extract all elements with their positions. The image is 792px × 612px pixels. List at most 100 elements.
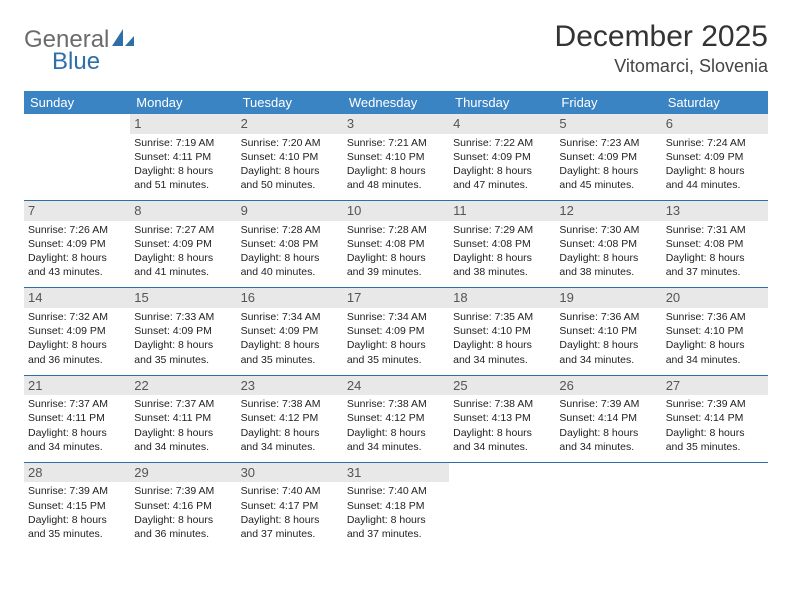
- sunset-line: Sunset: 4:15 PM: [28, 499, 126, 513]
- sunrise-line: Sunrise: 7:21 AM: [347, 136, 445, 150]
- daylight-line-1: Daylight: 8 hours: [28, 338, 126, 352]
- sunrise-line: Sunrise: 7:26 AM: [28, 223, 126, 237]
- daylight-line-1: Daylight: 8 hours: [28, 426, 126, 440]
- sunrise-line: Sunrise: 7:24 AM: [666, 136, 764, 150]
- daylight-line-2: and 34 minutes.: [559, 440, 657, 454]
- sunrise-line: Sunrise: 7:34 AM: [241, 310, 339, 324]
- day-number: 6: [662, 114, 768, 134]
- day-number: 9: [237, 201, 343, 221]
- sunset-line: Sunset: 4:13 PM: [453, 411, 551, 425]
- daylight-line-2: and 34 minutes.: [28, 440, 126, 454]
- daylight-line-1: Daylight: 8 hours: [347, 426, 445, 440]
- day-cell: 27Sunrise: 7:39 AMSunset: 4:14 PMDayligh…: [662, 375, 768, 462]
- sunset-line: Sunset: 4:10 PM: [347, 150, 445, 164]
- day-number: 25: [449, 376, 555, 396]
- sunrise-line: Sunrise: 7:35 AM: [453, 310, 551, 324]
- day-cell: 29Sunrise: 7:39 AMSunset: 4:16 PMDayligh…: [130, 462, 236, 549]
- sunset-line: Sunset: 4:08 PM: [241, 237, 339, 251]
- week-row: 7Sunrise: 7:26 AMSunset: 4:09 PMDaylight…: [24, 201, 768, 288]
- day-number: 24: [343, 376, 449, 396]
- day-cell: 5Sunrise: 7:23 AMSunset: 4:09 PMDaylight…: [555, 114, 661, 201]
- daylight-line-2: and 35 minutes.: [666, 440, 764, 454]
- daylight-line-2: and 38 minutes.: [453, 265, 551, 279]
- sunrise-line: Sunrise: 7:20 AM: [241, 136, 339, 150]
- daylight-line-1: Daylight: 8 hours: [453, 426, 551, 440]
- sunrise-line: Sunrise: 7:39 AM: [28, 484, 126, 498]
- dow-header: Friday: [555, 91, 661, 114]
- sunrise-line: Sunrise: 7:40 AM: [347, 484, 445, 498]
- day-cell: 10Sunrise: 7:28 AMSunset: 4:08 PMDayligh…: [343, 201, 449, 288]
- sunrise-line: Sunrise: 7:38 AM: [453, 397, 551, 411]
- week-row: 21Sunrise: 7:37 AMSunset: 4:11 PMDayligh…: [24, 375, 768, 462]
- daylight-line-2: and 35 minutes.: [347, 353, 445, 367]
- daylight-line-2: and 45 minutes.: [559, 178, 657, 192]
- sunset-line: Sunset: 4:09 PM: [347, 324, 445, 338]
- daylight-line-1: Daylight: 8 hours: [134, 338, 232, 352]
- sunset-line: Sunset: 4:10 PM: [453, 324, 551, 338]
- daylight-line-1: Daylight: 8 hours: [453, 251, 551, 265]
- day-cell: [555, 462, 661, 549]
- daylight-line-1: Daylight: 8 hours: [134, 513, 232, 527]
- sunset-line: Sunset: 4:14 PM: [559, 411, 657, 425]
- logo-text-blue: Blue: [52, 48, 134, 76]
- sunset-line: Sunset: 4:16 PM: [134, 499, 232, 513]
- sunset-line: Sunset: 4:12 PM: [347, 411, 445, 425]
- day-of-week-row: SundayMondayTuesdayWednesdayThursdayFrid…: [24, 91, 768, 114]
- daylight-line-2: and 34 minutes.: [559, 353, 657, 367]
- day-cell: 11Sunrise: 7:29 AMSunset: 4:08 PMDayligh…: [449, 201, 555, 288]
- day-number: 18: [449, 288, 555, 308]
- day-cell: 19Sunrise: 7:36 AMSunset: 4:10 PMDayligh…: [555, 288, 661, 375]
- sunset-line: Sunset: 4:17 PM: [241, 499, 339, 513]
- daylight-line-2: and 36 minutes.: [28, 353, 126, 367]
- sunrise-line: Sunrise: 7:28 AM: [241, 223, 339, 237]
- day-cell: 25Sunrise: 7:38 AMSunset: 4:13 PMDayligh…: [449, 375, 555, 462]
- sunrise-line: Sunrise: 7:23 AM: [559, 136, 657, 150]
- dow-header: Tuesday: [237, 91, 343, 114]
- day-cell: 4Sunrise: 7:22 AMSunset: 4:09 PMDaylight…: [449, 114, 555, 201]
- day-cell: 28Sunrise: 7:39 AMSunset: 4:15 PMDayligh…: [24, 462, 130, 549]
- day-number: 10: [343, 201, 449, 221]
- day-cell: 12Sunrise: 7:30 AMSunset: 4:08 PMDayligh…: [555, 201, 661, 288]
- sunrise-line: Sunrise: 7:33 AM: [134, 310, 232, 324]
- day-cell: 3Sunrise: 7:21 AMSunset: 4:10 PMDaylight…: [343, 114, 449, 201]
- day-cell: 26Sunrise: 7:39 AMSunset: 4:14 PMDayligh…: [555, 375, 661, 462]
- sunrise-line: Sunrise: 7:32 AM: [28, 310, 126, 324]
- sunrise-line: Sunrise: 7:29 AM: [453, 223, 551, 237]
- day-number: 5: [555, 114, 661, 134]
- day-number: 29: [130, 463, 236, 483]
- daylight-line-1: Daylight: 8 hours: [559, 338, 657, 352]
- day-cell: 15Sunrise: 7:33 AMSunset: 4:09 PMDayligh…: [130, 288, 236, 375]
- day-number: 17: [343, 288, 449, 308]
- daylight-line-2: and 43 minutes.: [28, 265, 126, 279]
- sunset-line: Sunset: 4:09 PM: [134, 237, 232, 251]
- daylight-line-2: and 34 minutes.: [453, 440, 551, 454]
- daylight-line-2: and 36 minutes.: [134, 527, 232, 541]
- day-number: 28: [24, 463, 130, 483]
- daylight-line-1: Daylight: 8 hours: [241, 426, 339, 440]
- sunrise-line: Sunrise: 7:36 AM: [559, 310, 657, 324]
- day-number: 1: [130, 114, 236, 134]
- daylight-line-1: Daylight: 8 hours: [347, 338, 445, 352]
- daylight-line-1: Daylight: 8 hours: [241, 513, 339, 527]
- sunrise-line: Sunrise: 7:37 AM: [28, 397, 126, 411]
- dow-header: Wednesday: [343, 91, 449, 114]
- title-block: December 2025 Vitomarci, Slovenia: [555, 20, 768, 77]
- sunset-line: Sunset: 4:10 PM: [241, 150, 339, 164]
- calendar-table: SundayMondayTuesdayWednesdayThursdayFrid…: [24, 91, 768, 549]
- sunset-line: Sunset: 4:10 PM: [559, 324, 657, 338]
- day-number: 27: [662, 376, 768, 396]
- day-cell: 30Sunrise: 7:40 AMSunset: 4:17 PMDayligh…: [237, 462, 343, 549]
- day-cell: 20Sunrise: 7:36 AMSunset: 4:10 PMDayligh…: [662, 288, 768, 375]
- daylight-line-1: Daylight: 8 hours: [28, 513, 126, 527]
- sunset-line: Sunset: 4:08 PM: [453, 237, 551, 251]
- daylight-line-2: and 40 minutes.: [241, 265, 339, 279]
- sunrise-line: Sunrise: 7:39 AM: [559, 397, 657, 411]
- day-number: 4: [449, 114, 555, 134]
- day-cell: 16Sunrise: 7:34 AMSunset: 4:09 PMDayligh…: [237, 288, 343, 375]
- sunset-line: Sunset: 4:09 PM: [28, 324, 126, 338]
- daylight-line-1: Daylight: 8 hours: [28, 251, 126, 265]
- day-cell: 21Sunrise: 7:37 AMSunset: 4:11 PMDayligh…: [24, 375, 130, 462]
- week-row: 14Sunrise: 7:32 AMSunset: 4:09 PMDayligh…: [24, 288, 768, 375]
- sunrise-line: Sunrise: 7:34 AM: [347, 310, 445, 324]
- sunset-line: Sunset: 4:09 PM: [134, 324, 232, 338]
